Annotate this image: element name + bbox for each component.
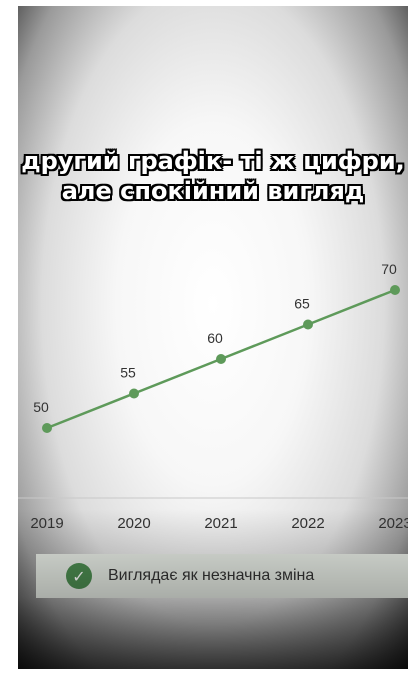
check-icon: ✓ — [66, 563, 92, 589]
caption-line-1: другий графік- ті ж цифри, — [21, 147, 405, 175]
x-tick-label: 2020 — [117, 515, 150, 532]
data-point — [216, 354, 226, 364]
caption-line-2: але спокійний вигляд — [61, 177, 365, 205]
caption: другий графік- ті ж цифри, але спокійний… — [18, 146, 408, 206]
banner-text: Виглядає як незначна зміна — [108, 567, 315, 584]
data-label: 60 — [207, 330, 223, 346]
x-tick-label: 2023 — [378, 515, 408, 532]
data-point — [303, 319, 313, 330]
data-point — [129, 388, 139, 399]
data-point — [42, 423, 52, 433]
x-tick-label: 2022 — [291, 515, 324, 532]
video-frame: другий графік- ті ж цифри, але спокійний… — [18, 6, 408, 669]
x-tick-label: 2021 — [204, 515, 237, 532]
data-label: 50 — [33, 399, 49, 415]
data-label: 55 — [120, 365, 136, 381]
data-label: 65 — [294, 296, 310, 312]
status-banner: ✓ Виглядає як незначна зміна — [36, 554, 408, 598]
data-label: 70 — [381, 261, 397, 277]
x-tick-label: 2019 — [30, 515, 63, 532]
data-point — [390, 285, 400, 295]
